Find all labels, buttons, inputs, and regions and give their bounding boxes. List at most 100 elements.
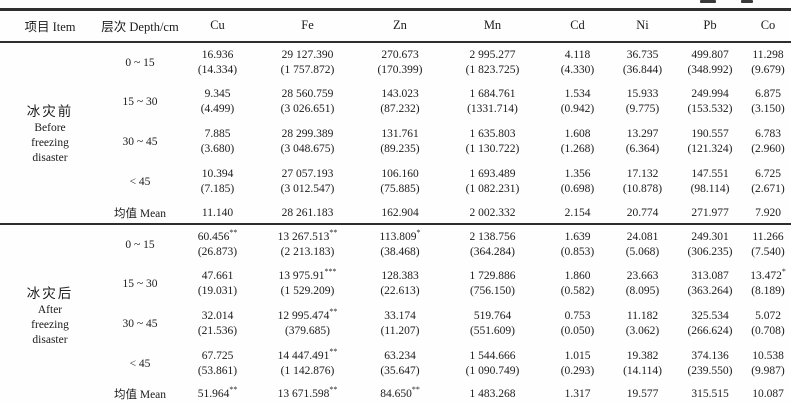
value-cell: 499.807 (348.992) [675,42,745,82]
depth-cell: < 45 [129,176,151,188]
value-cell: 4.118 (4.330) [545,42,610,82]
cell-mean-value: 131.761 [381,128,419,141]
mean-value-cell: 51.964** [197,385,238,401]
cell-sd-value: (121.324) [687,143,733,155]
value-cell: 28 560.759 (3 026.651) [255,82,360,122]
data-row: < 45 10.394 (7.185) 27 057.193 (3 012.547) 10… [0,162,791,202]
mean-row: 均值 Mean 51.964** 13 671.598** 84.650** 1 483… [0,384,791,403]
cell-sd-value: (75.885) [380,183,420,195]
value-cell: 1.015 (0.293) [545,344,610,384]
cell-sd-value: (8.095) [625,285,660,297]
cell-mean-value: 106.160 [381,168,419,181]
cell-sd-value: (1 082.231) [465,183,520,195]
cell-sd-value: (21.536) [197,325,238,337]
cell-mean-value: 63.234 [384,350,416,363]
value-cell: 6.783 (2.960) [745,122,791,162]
significance-mark: ** [329,385,338,395]
value-cell: 1.608 (1.268) [545,122,610,162]
cell-sd-value: (9.775) [625,103,660,115]
mean-label-cell: 均值 Mean [100,202,180,225]
cell-sd-value: (0.582) [560,285,595,297]
cell-mean-value: 24.081 [626,230,659,243]
mean-value-cell: 7.920 [745,202,791,225]
cell-sd-value: (3.680) [200,143,235,155]
cell-sd-value: (348.992) [687,63,733,76]
cell-mean-value: 36.735 [626,48,659,61]
cell-sd-value: (8.189) [751,285,785,297]
depth-cell: 30 ~ 45 [122,136,158,148]
value-cell: 5.072 (0.708) [745,304,791,344]
significance-mark: ** [229,227,238,237]
cell-mean-value: 0.753 [564,310,591,323]
cell-sd-value: (3 026.651) [280,103,335,115]
cell-sd-value: (1331.714) [467,103,518,115]
group-label-en: freezing [31,318,69,331]
data-row: 30 ~ 45 7.885 (3.680) 28 299.389 (3 048.675)… [0,122,791,162]
value-cell: 24.081 (5.068) [610,224,675,264]
value-cell: 9.345 (4.499) [180,82,255,122]
value-cell: 17.132 (10.878) [610,162,675,202]
value-cell: 13.297 (6.364) [610,122,675,162]
cell-sd-value: (38.468) [380,245,420,258]
value-cell: 1 544.666 (1 090.749) [440,344,545,384]
mean-value-cell: 2.154 [545,202,610,225]
cell-sd-value: (89.235) [380,143,420,155]
cell-mean-value: 19.382 [626,350,659,363]
cell-sd-value: (7.540) [751,245,785,258]
value-cell: 1 729.886 (756.150) [440,264,545,304]
group-label-after: 冰灾后 After freezing disaster [0,224,100,403]
value-cell: 249.994 (153.532) [675,82,745,122]
value-cell: 1 684.761 (1331.714) [440,82,545,122]
data-row: 30 ~ 45 32.014 (21.536) 12 995.474** (379.68… [0,304,791,344]
value-cell: 147.551 (98.114) [675,162,745,202]
cell-mean-value: 499.807 [691,48,729,61]
depth-cell: 0 ~ 15 [125,56,155,69]
cell-mean-value: 47.661 [201,270,234,283]
cell-sd-value: (266.624) [687,325,733,337]
mean-value-cell: 19.577 [626,388,659,401]
value-cell: 1 693.489 (1 082.231) [440,162,545,202]
cropped-text-artifact [700,0,716,3]
cell-mean-value: 11.182 [626,310,659,323]
cell-sd-value: (1 823.725) [465,63,520,76]
cell-sd-value: (11.207) [380,325,420,337]
mean-value-cell: 13 671.598** [277,385,338,401]
cell-mean-value: 519.764 [473,310,512,323]
cell-mean-value: 147.551 [691,168,729,181]
cell-mean-value: 4.118 [564,48,591,61]
group-label-en: disaster [32,151,68,164]
cell-mean-value: 6.783 [755,128,781,141]
value-cell: 11.182 (3.062) [610,304,675,344]
mean-value-cell: 2 002.332 [440,202,545,225]
cell-sd-value: (19.031) [197,285,238,297]
cell-mean-value: 143.023 [381,88,419,101]
cell-mean-value: 1 544.666 [469,350,516,363]
cell-mean-value: 1.608 [564,128,591,141]
significance-mark: *** [324,267,337,277]
cell-mean-value: 9.345 [204,88,231,101]
group-label-cn: 冰灾前 [26,104,74,120]
cell-sd-value: (9.679) [751,63,785,76]
cell-sd-value: (2.960) [751,143,785,155]
significance-mark: * [416,227,421,237]
cell-mean-value: 12 995.474** [277,307,338,323]
cell-sd-value: (1 142.876) [280,365,335,377]
cell-mean-value: 1 729.886 [469,270,516,283]
cell-mean-value: 113.809* [379,227,421,243]
value-cell: 374.136 (239.550) [675,344,745,384]
cell-sd-value: (1.268) [560,143,595,155]
cell-sd-value: (10.878) [622,183,663,195]
data-row: 15 ~ 30 9.345 (4.499) 28 560.759 (3 026.651)… [0,82,791,122]
value-cell: 27 057.193 (3 012.547) [255,162,360,202]
significance-mark: ** [329,307,338,317]
value-cell: 15.933 (9.775) [610,82,675,122]
group-label-en: disaster [32,333,68,346]
col-header-mn: Mn [440,9,545,43]
cell-mean-value: 29 127.390 [281,48,334,61]
cell-mean-value: 270.673 [381,48,419,61]
table-body: 冰灾前 Before freezing disaster 0 ~ 15 16.936 (14… [0,42,791,403]
table-header: 项目 Item 层次 Depth/cm Cu Fe Zn Mn Cd Ni Pb… [0,9,791,43]
value-cell: 11.266 (7.540) [745,224,791,264]
group-label-en: Before [34,122,66,135]
cell-mean-value: 1 684.761 [469,88,516,101]
